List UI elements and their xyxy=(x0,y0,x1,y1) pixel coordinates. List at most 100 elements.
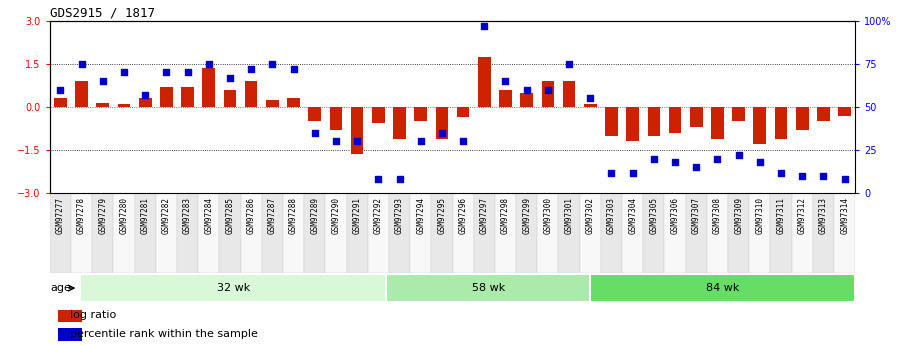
Bar xyxy=(626,107,639,141)
Point xyxy=(456,139,471,144)
Text: GSM97295: GSM97295 xyxy=(437,197,446,234)
Point xyxy=(434,130,449,136)
Bar xyxy=(813,193,834,273)
Point xyxy=(583,96,597,101)
Bar xyxy=(219,193,241,273)
Text: GSM97293: GSM97293 xyxy=(395,197,404,234)
Bar xyxy=(770,193,792,273)
Bar xyxy=(351,107,364,155)
Bar xyxy=(452,193,473,273)
Bar xyxy=(495,193,516,273)
Bar xyxy=(58,328,82,341)
Text: GSM97301: GSM97301 xyxy=(565,197,574,234)
Bar xyxy=(584,104,596,107)
Bar xyxy=(775,107,787,139)
Bar xyxy=(410,193,432,273)
Bar xyxy=(304,193,325,273)
Point xyxy=(689,165,703,170)
Text: GSM97277: GSM97277 xyxy=(56,197,65,234)
Bar xyxy=(54,98,67,107)
Bar xyxy=(113,193,135,273)
Bar xyxy=(457,107,470,117)
Text: GSM97304: GSM97304 xyxy=(628,197,637,234)
Bar xyxy=(283,193,304,273)
Point xyxy=(74,61,89,67)
Bar xyxy=(287,98,300,107)
Text: GSM97291: GSM97291 xyxy=(353,197,362,234)
Text: log ratio: log ratio xyxy=(70,310,116,320)
Point xyxy=(350,139,365,144)
Text: 32 wk: 32 wk xyxy=(216,283,250,293)
Text: GSM97294: GSM97294 xyxy=(416,197,425,234)
Bar xyxy=(156,193,177,273)
Bar xyxy=(473,193,495,273)
Bar xyxy=(71,193,92,273)
Bar xyxy=(500,90,512,107)
Bar xyxy=(135,193,156,273)
Point xyxy=(308,130,322,136)
Bar xyxy=(224,90,236,107)
Point xyxy=(540,87,555,92)
Bar xyxy=(372,107,385,123)
Text: GSM97308: GSM97308 xyxy=(713,197,722,234)
Point xyxy=(562,61,576,67)
Text: GSM97283: GSM97283 xyxy=(183,197,192,234)
Point xyxy=(265,61,280,67)
Point xyxy=(774,170,788,175)
Point xyxy=(477,23,491,29)
Bar xyxy=(160,87,173,107)
Bar xyxy=(266,100,279,107)
Point xyxy=(117,70,131,75)
Text: GSM97313: GSM97313 xyxy=(819,197,828,234)
Text: GSM97290: GSM97290 xyxy=(331,197,340,234)
Text: GSM97303: GSM97303 xyxy=(607,197,616,234)
Text: GSM97305: GSM97305 xyxy=(650,197,658,234)
Bar xyxy=(138,98,151,107)
Point xyxy=(519,87,534,92)
Bar xyxy=(686,193,707,273)
Bar xyxy=(711,107,724,139)
Bar xyxy=(605,107,618,136)
Bar xyxy=(432,193,452,273)
Bar xyxy=(669,107,681,133)
Text: GSM97289: GSM97289 xyxy=(310,197,319,234)
Bar xyxy=(707,193,728,273)
Bar xyxy=(325,193,347,273)
Bar xyxy=(601,193,622,273)
Text: GSM97297: GSM97297 xyxy=(480,197,489,234)
Bar xyxy=(647,107,661,136)
Point xyxy=(625,170,640,175)
Point xyxy=(392,177,406,182)
Text: GSM97288: GSM97288 xyxy=(289,197,298,234)
Bar xyxy=(795,107,808,130)
Bar xyxy=(558,193,580,273)
Bar xyxy=(181,87,194,107)
Bar xyxy=(118,104,130,107)
Text: GSM97311: GSM97311 xyxy=(776,197,786,234)
Bar xyxy=(838,107,851,116)
Point xyxy=(223,75,237,80)
Text: percentile rank within the sample: percentile rank within the sample xyxy=(70,329,258,339)
Text: GSM97302: GSM97302 xyxy=(586,197,595,234)
Text: GSM97314: GSM97314 xyxy=(840,197,849,234)
Point xyxy=(371,177,386,182)
Point xyxy=(202,61,216,67)
Bar xyxy=(50,193,71,273)
Bar xyxy=(177,193,198,273)
Bar xyxy=(580,193,601,273)
Bar xyxy=(834,193,855,273)
Point xyxy=(731,152,746,158)
Bar xyxy=(386,274,590,302)
Bar xyxy=(563,81,576,107)
Bar xyxy=(643,193,664,273)
Bar xyxy=(538,193,558,273)
Bar xyxy=(241,193,262,273)
Point xyxy=(668,159,682,165)
Point xyxy=(286,66,300,72)
Bar xyxy=(389,193,410,273)
Text: GSM97285: GSM97285 xyxy=(225,197,234,234)
Point xyxy=(96,78,110,84)
Bar xyxy=(622,193,643,273)
Bar xyxy=(367,193,389,273)
Bar xyxy=(97,103,110,107)
